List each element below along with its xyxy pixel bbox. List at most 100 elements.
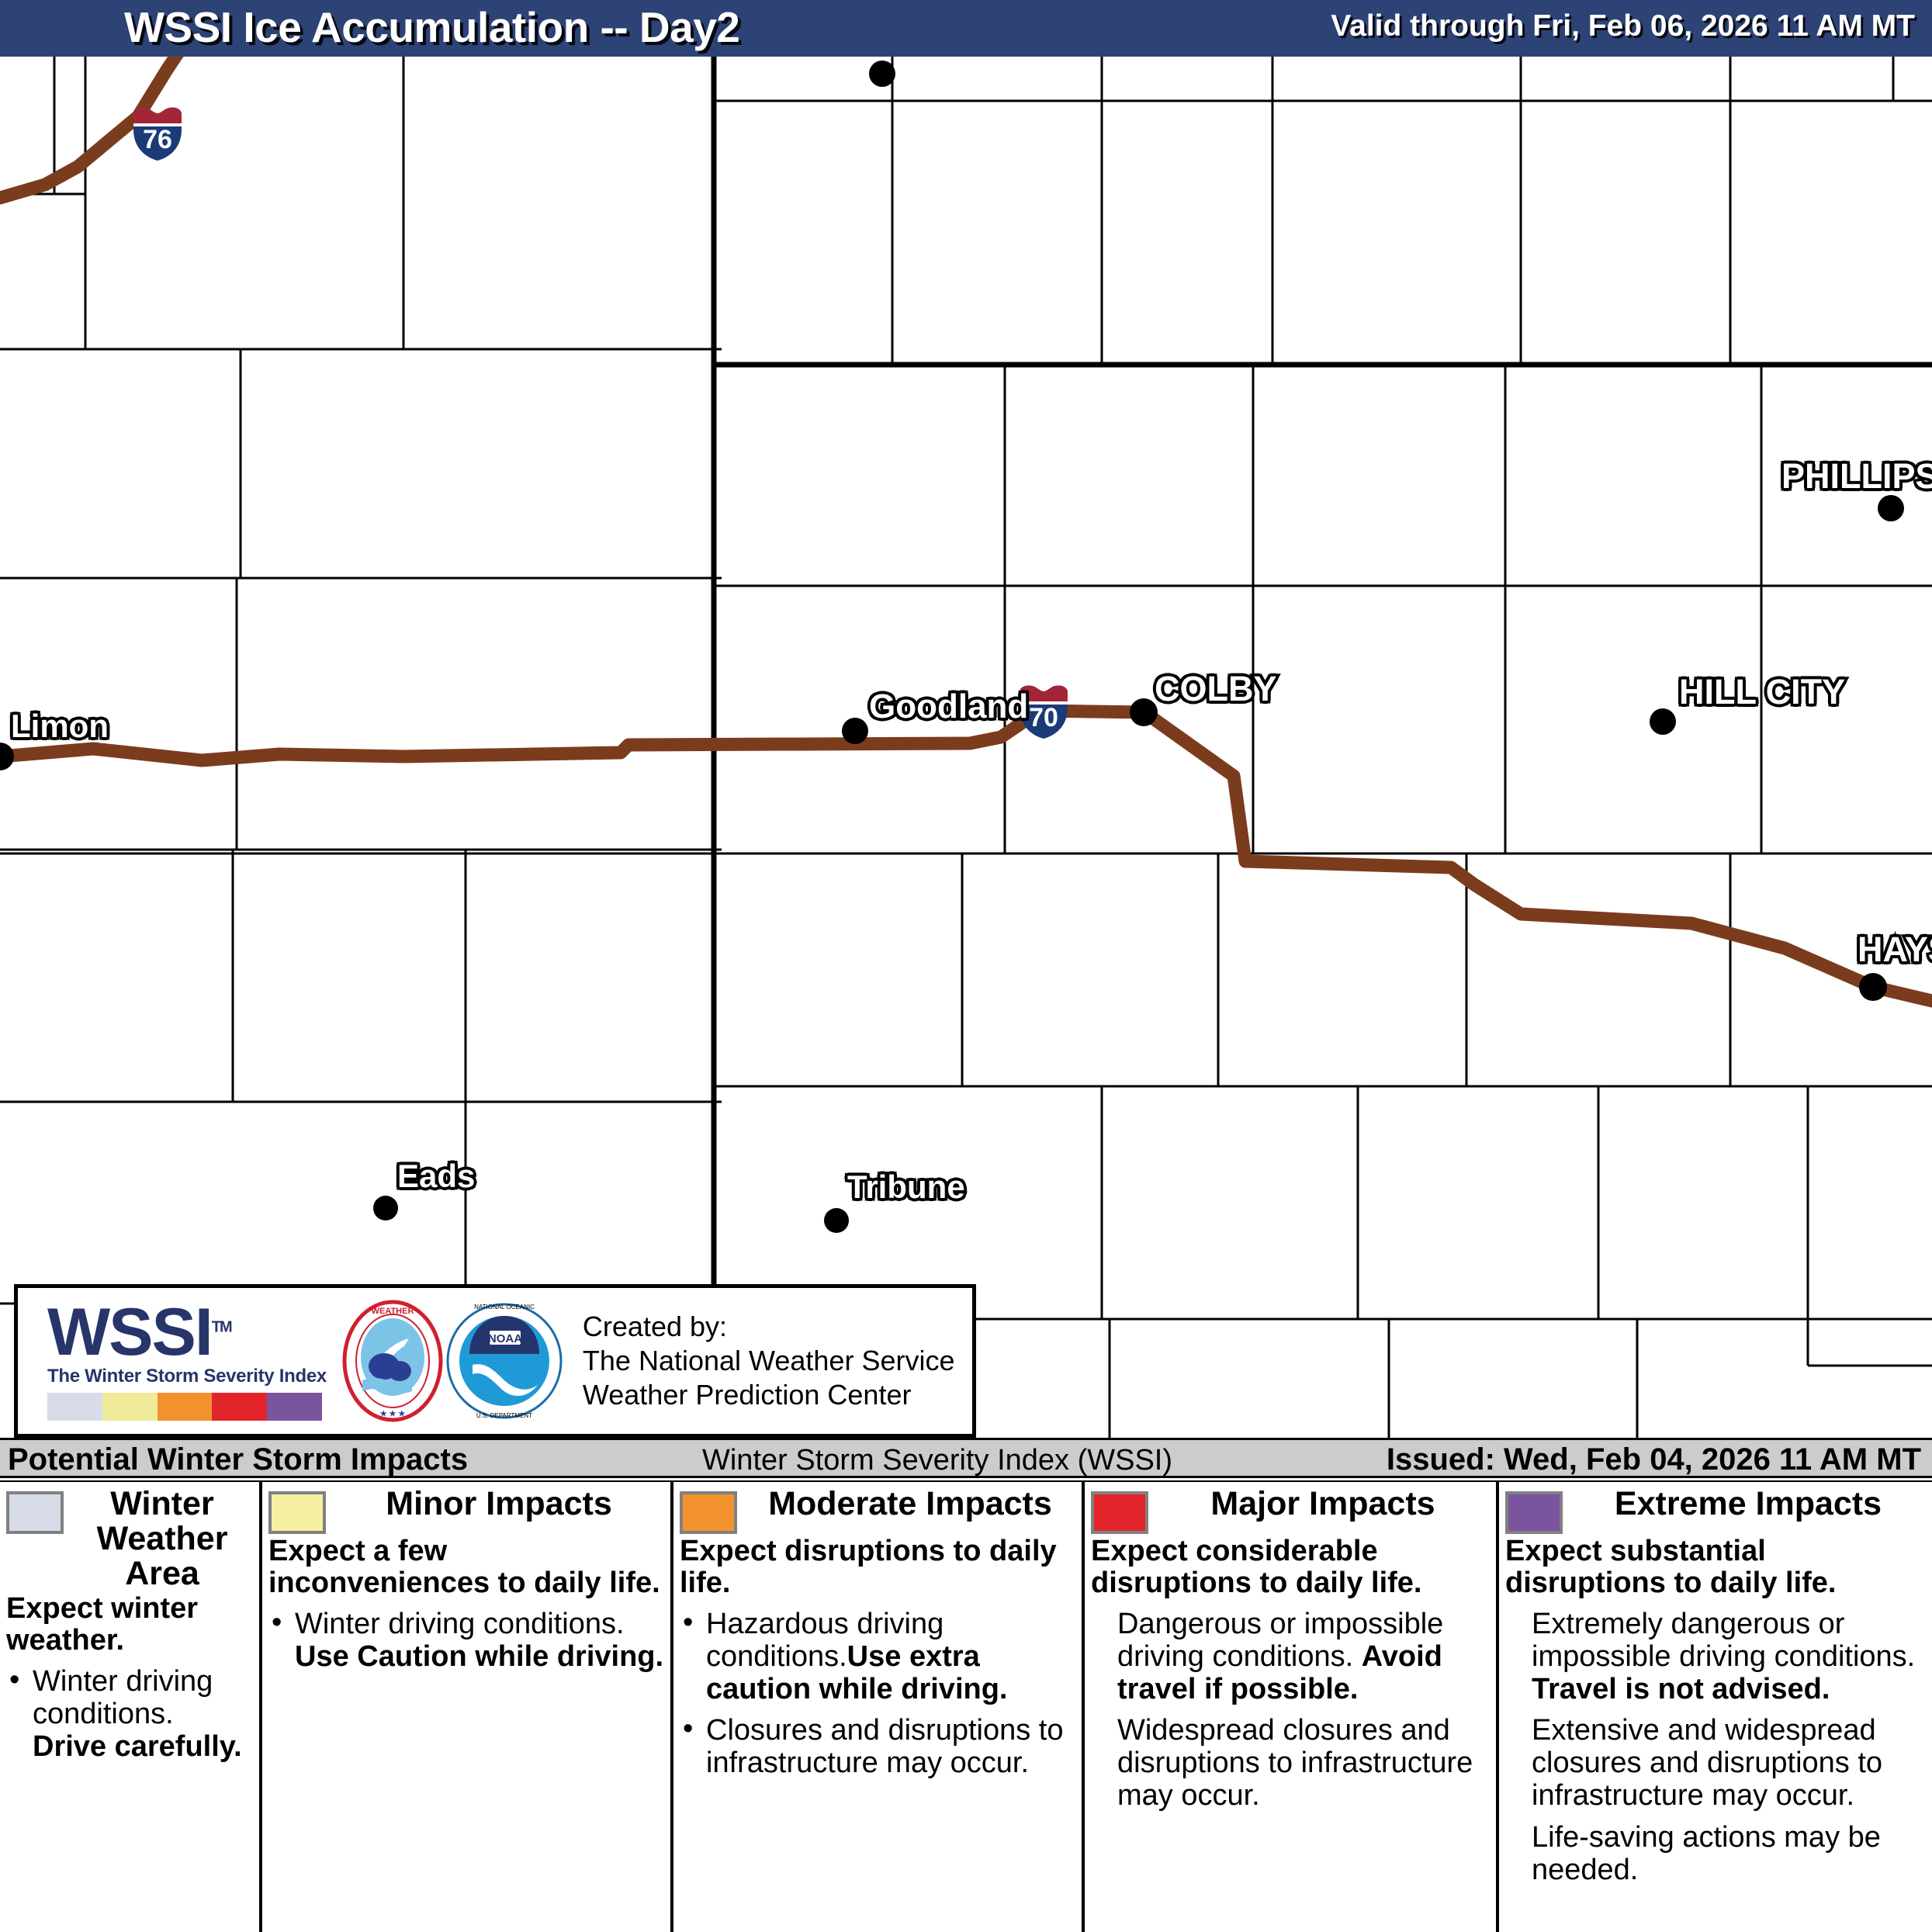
city-label-colby: COLBY [1152, 667, 1279, 712]
legend-lead-text: Expect disruptions to daily life. [680, 1535, 1057, 1600]
bullet-normal-text: Life-saving actions may be needed. [1532, 1820, 1881, 1886]
bullet-normal-text: Winter driving conditions. [295, 1608, 625, 1641]
svg-text:WEATHER: WEATHER [372, 1307, 414, 1316]
legend-swatch-minor-impacts [268, 1491, 326, 1534]
legend-title: Moderate Impacts [768, 1485, 1052, 1522]
interstate-highway-lines [0, 0, 1932, 1008]
legend-header: Major Impacts [1091, 1485, 1490, 1534]
legend-title: Extreme Impacts [1614, 1485, 1882, 1522]
agency-seals: WEATHER ★ ★ ★ NOAA NATIONAL OCEANIC U.S.… [334, 1300, 578, 1422]
scale-swatch-major [212, 1393, 268, 1421]
map-canvas[interactable]: 76 70 Limon Goodland COLBY PHILLIPSBURG … [0, 0, 1932, 1474]
legend-bullet-item: Closures and disruptions to infrastructu… [680, 1713, 1075, 1780]
kansas-county-grid [714, 47, 1932, 1474]
city-label-text: COLBY [1152, 667, 1279, 712]
legend-bullet-item: Extremely dangerous or impossible drivin… [1505, 1608, 1926, 1705]
legend-bullet-list: Extremely dangerous or impossible drivin… [1505, 1608, 1926, 1886]
bullet-bold-text: Travel is not advised. [1532, 1672, 1830, 1705]
legend-column-winter-weather-area[interactable]: Winter Weather Area Expect winter weathe… [0, 1482, 262, 1932]
credit-line-1: Created by: [582, 1311, 728, 1343]
city-label-text: Limon [9, 705, 112, 747]
legend-lead-text: Expect considerable disruptions to daily… [1091, 1535, 1422, 1600]
city-label-text: HILL CITY [1676, 670, 1847, 715]
wssi-logo: WSSITM The Winter Storm Severity Index [18, 1299, 334, 1421]
legend-header: Minor Impacts [268, 1485, 664, 1534]
legend-bullet-item: Winter driving conditions. Drive careful… [6, 1664, 253, 1764]
page-title: WSSI Ice Accumulation -- Day2 [124, 3, 740, 51]
credit-text-block: Created by: The National Weather Service… [578, 1310, 955, 1412]
status-bar-left-label: Potential Winter Storm Impacts [8, 1442, 469, 1477]
status-bar: Potential Winter Storm Impacts Winter St… [0, 1438, 1932, 1478]
trademark-symbol: TM [211, 1318, 233, 1335]
legend-swatch-moderate-impacts [680, 1491, 737, 1534]
legend-title: Minor Impacts [386, 1485, 612, 1522]
svg-text:76: 76 [143, 125, 172, 154]
legend-title: Winter Weather Area [96, 1485, 228, 1593]
legend-bullet-item: Life-saving actions may be needed. [1505, 1820, 1926, 1887]
svg-text:70: 70 [1029, 703, 1058, 732]
city-label-eads: Eads [394, 1155, 477, 1197]
scale-swatch-moderate [157, 1393, 213, 1421]
city-label-phillipsburg: PHILLIPSBURG [1778, 454, 1932, 499]
legend-bullet-item: Extensive and widespread closures and di… [1505, 1715, 1926, 1812]
bullet-bold-text: Use extra caution while driving. [706, 1639, 1008, 1705]
city-dot-colby [1130, 698, 1158, 726]
city-label-goodland: Goodland [866, 685, 1030, 729]
city-dot-eads [373, 1196, 398, 1220]
wssi-color-scale [47, 1393, 322, 1421]
legend-swatch-extreme-impacts [1505, 1491, 1563, 1534]
nws-seal-icon: WEATHER ★ ★ ★ [342, 1300, 443, 1422]
scale-swatch-minor [102, 1393, 158, 1421]
legend-column-extreme-impacts[interactable]: Extreme Impacts Expect substantial disru… [1499, 1482, 1932, 1932]
legend-bullet-list: Winter driving conditions. Use Caution w… [268, 1607, 664, 1674]
legend-title: Major Impacts [1210, 1485, 1435, 1522]
bullet-bold-text: Use Caution while driving. [295, 1639, 664, 1673]
city-label-text: PHILLIPSBURG [1778, 454, 1932, 499]
legend-header: Winter Weather Area [6, 1485, 253, 1593]
city-dot-hays [1859, 973, 1887, 1001]
legend-bullet-list: Dangerous or impossible driving conditio… [1091, 1608, 1490, 1813]
legend-lead-text: Expect substantial disruptions to daily … [1505, 1535, 1837, 1600]
city-label-text: Goodland [866, 685, 1030, 729]
legend-bullet-list: Hazardous driving conditions.Use extra c… [680, 1607, 1075, 1780]
bullet-normal-text: Hazardous driving conditions. [706, 1608, 944, 1673]
legend-swatch-major-impacts [1091, 1491, 1148, 1534]
scale-swatch-winter-weather [47, 1393, 102, 1421]
bullet-normal-text: Closures and disruptions to infrastructu… [706, 1714, 1064, 1780]
wssi-wordmark-text: WSSI [47, 1294, 213, 1369]
legend-swatch-winter-weather-area [6, 1491, 64, 1534]
city-dot-goodland [842, 718, 868, 744]
legend-column-minor-impacts[interactable]: Minor Impacts Expect a few inconvenience… [262, 1482, 673, 1932]
city-dot-hill-city [1650, 708, 1676, 735]
city-dot-hidden [869, 61, 895, 87]
legend-column-major-impacts[interactable]: Major Impacts Expect considerable disrup… [1085, 1482, 1499, 1932]
svg-text:NOAA: NOAA [488, 1332, 522, 1345]
legend-bullet-item: Hazardous driving conditions.Use extra c… [680, 1607, 1075, 1705]
svg-text:U.S. DEPARTMENT: U.S. DEPARTMENT [476, 1412, 532, 1419]
bullet-normal-text: Widespread closures and disruptions to i… [1117, 1714, 1473, 1813]
legend-bullet-item: Dangerous or impossible driving conditio… [1091, 1608, 1490, 1705]
city-label-text: Eads [394, 1155, 477, 1197]
valid-through-text: Valid through Fri, Feb 06, 2026 11 AM MT [1331, 9, 1915, 43]
city-label-limon: Limon [9, 705, 112, 747]
svg-text:★ ★ ★: ★ ★ ★ [380, 1410, 405, 1418]
legend-lead-text: Expect winter weather. [6, 1592, 199, 1657]
bullet-normal-text: Extensive and widespread closures and di… [1532, 1714, 1883, 1813]
city-label-hill-city: HILL CITY [1676, 670, 1847, 715]
bullet-normal-text: Winter driving conditions. [33, 1665, 213, 1731]
credit-line-2: The National Weather Service [582, 1345, 955, 1377]
bullet-normal-text: Dangerous or impossible driving conditio… [1117, 1608, 1444, 1673]
city-label-hays: HAYS [1855, 927, 1932, 972]
city-dot-limon [0, 743, 14, 770]
status-bar-middle-label: Winter Storm Severity Index (WSSI) [702, 1444, 1173, 1477]
bullet-normal-text: Extremely dangerous or impossible drivin… [1532, 1608, 1916, 1673]
legend-column-moderate-impacts[interactable]: Moderate Impacts Expect disruptions to d… [673, 1482, 1085, 1932]
city-label-tribune: Tribune [845, 1166, 968, 1208]
city-label-text: HAYS [1855, 927, 1932, 972]
city-dot-phillipsburg [1878, 495, 1904, 521]
legend-header: Moderate Impacts [680, 1485, 1075, 1534]
bullet-bold-text: Avoid travel if possible. [1117, 1639, 1442, 1705]
wssi-credit-box: WSSITM The Winter Storm Severity Index [14, 1284, 976, 1438]
bullet-bold-text: Drive carefully. [33, 1730, 242, 1764]
